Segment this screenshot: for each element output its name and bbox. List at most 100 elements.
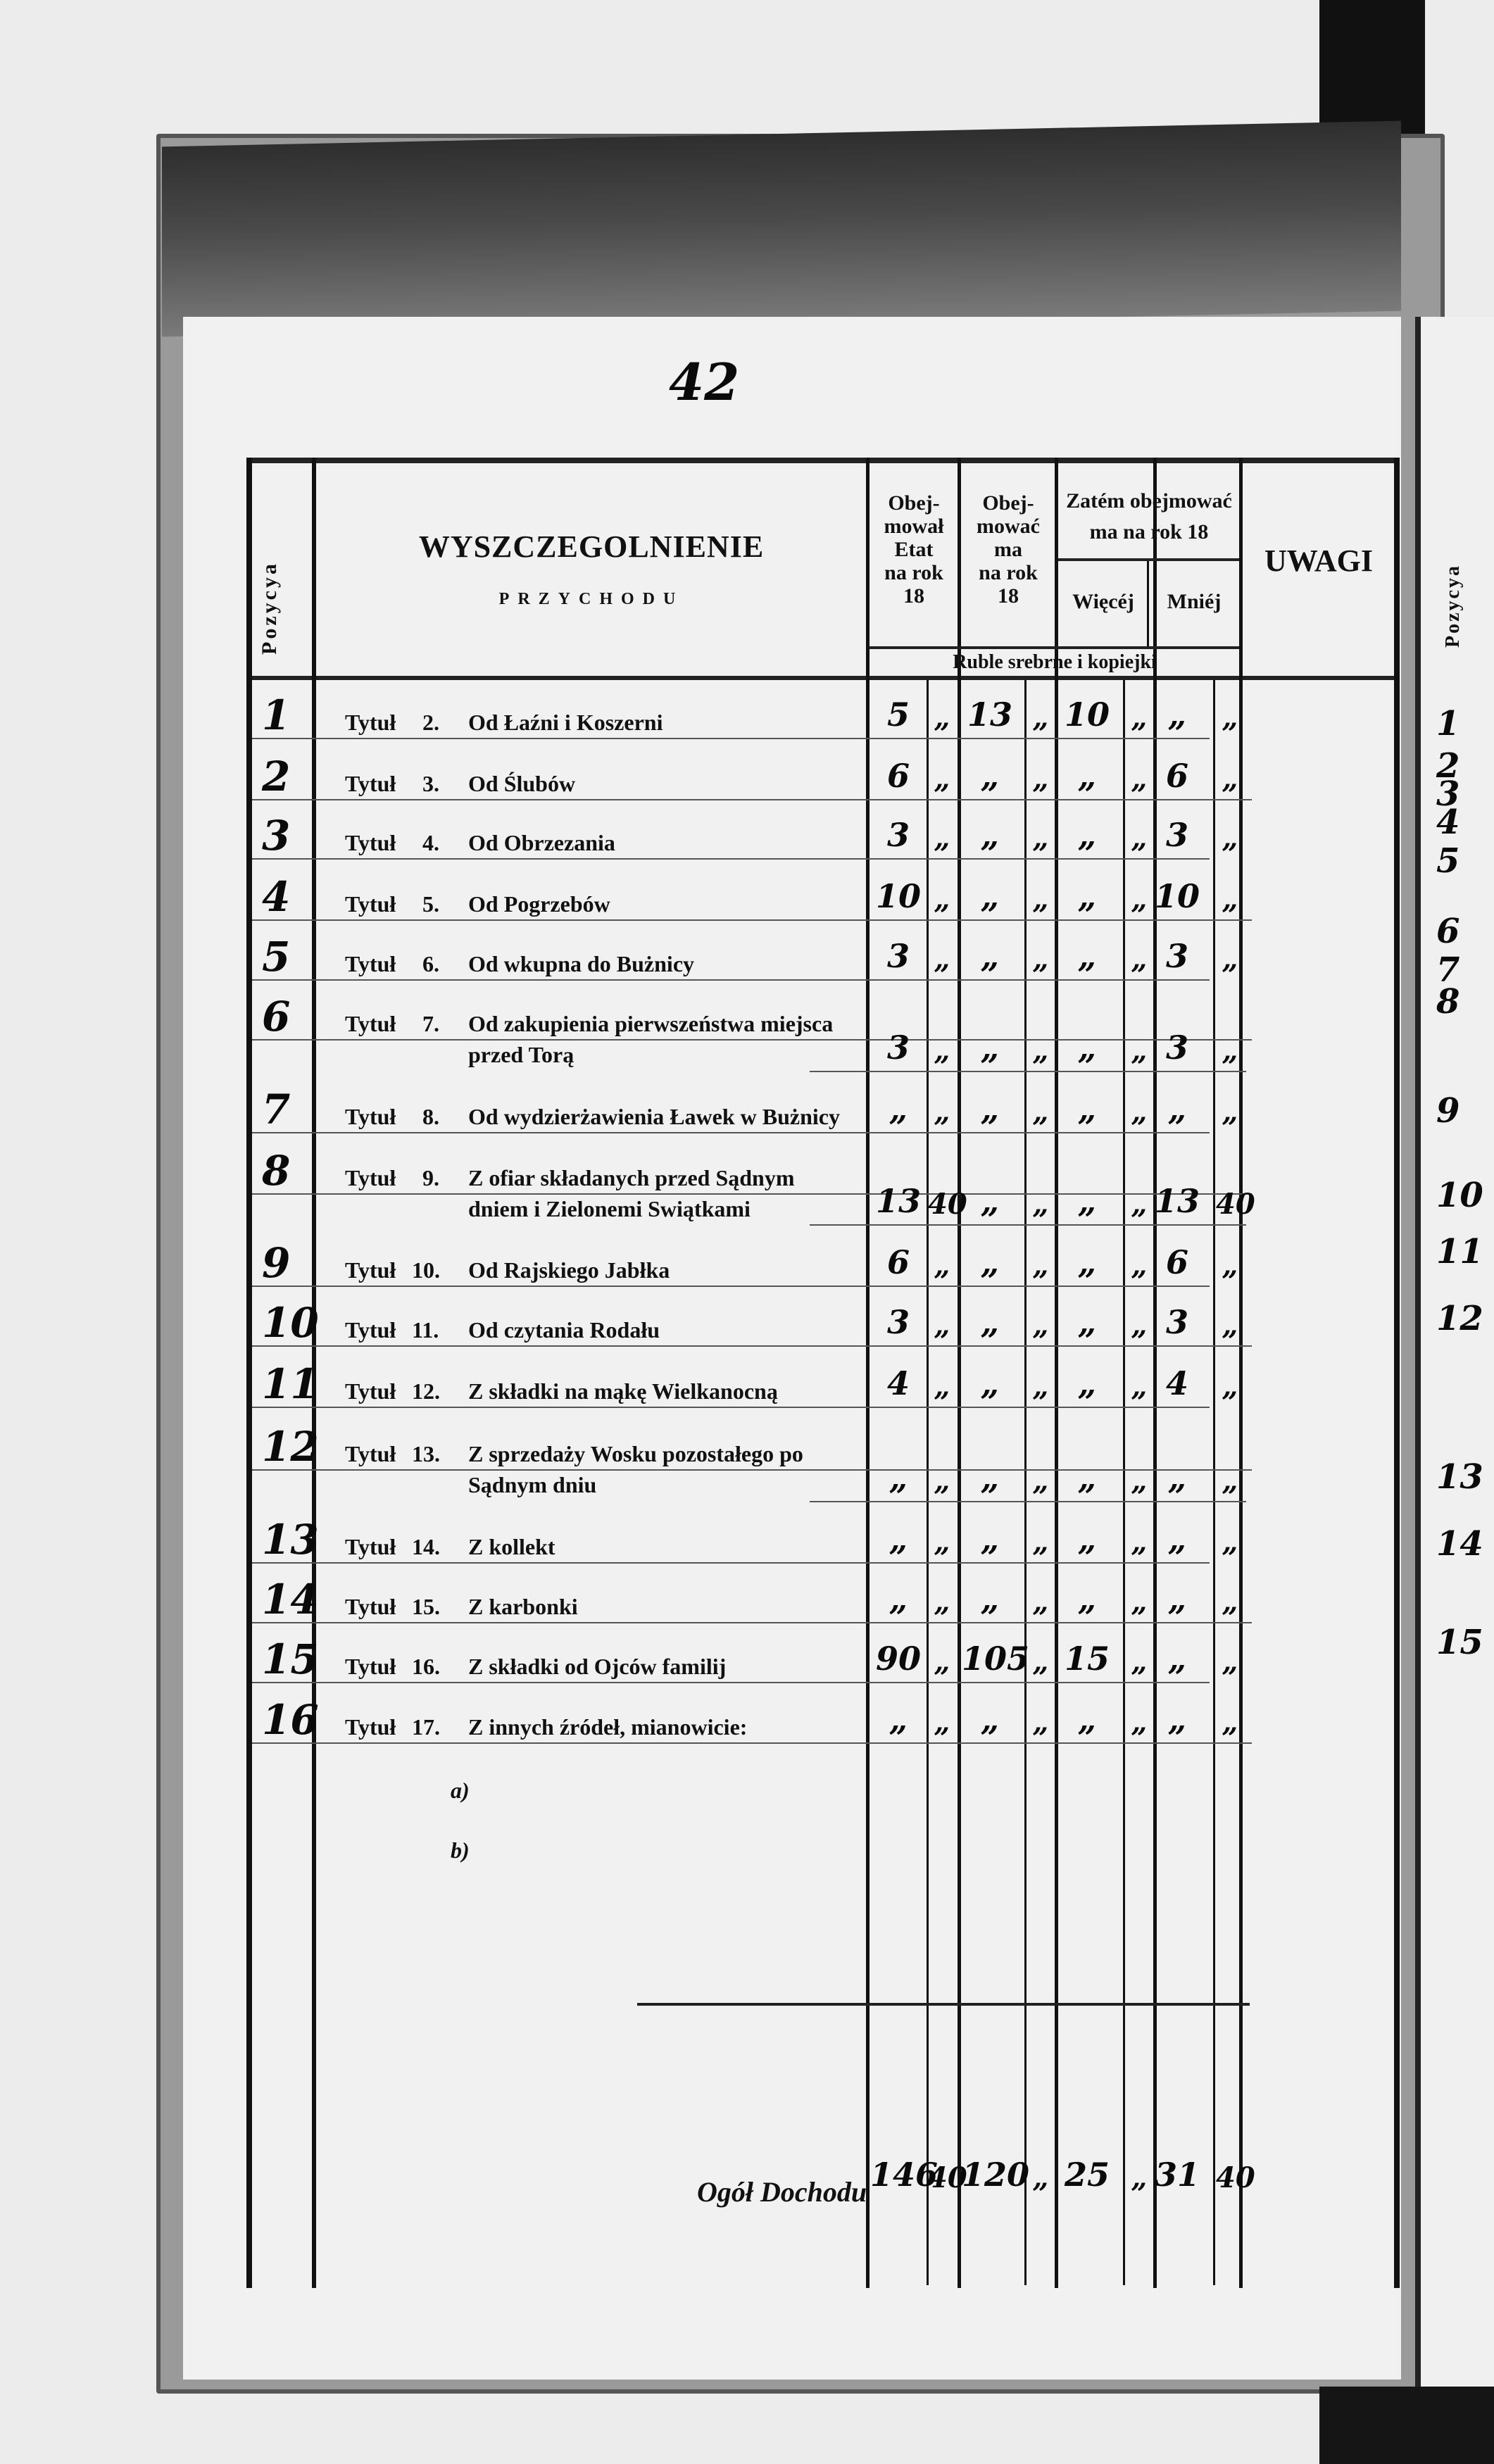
- value-ruble: „: [889, 1580, 908, 1618]
- next-page-position-number: 2: [1436, 746, 1460, 786]
- item-description: Sądnym dniu: [468, 1472, 597, 1497]
- position-number: 15: [262, 1635, 319, 1683]
- position-number: 3: [262, 812, 291, 860]
- title-number: 14.: [412, 1534, 440, 1559]
- position-number: 1: [262, 691, 291, 739]
- value-kopiejki: „: [1131, 822, 1148, 855]
- title-label: Tytuł: [345, 1534, 396, 1559]
- next-page-position-number: 13: [1436, 1457, 1483, 1497]
- title-label: Tytuł: [345, 1011, 396, 1036]
- next-page-position-number: 9: [1436, 1091, 1460, 1131]
- value-kopiejki: „: [1131, 1034, 1148, 1067]
- value-kopiejki: „: [1032, 1188, 1049, 1221]
- value-kopiejki: „: [1032, 1464, 1049, 1497]
- row-rule: [810, 1224, 1246, 1226]
- value-kopiejki: „: [1032, 1370, 1049, 1403]
- value-ruble: „: [1077, 1700, 1097, 1738]
- position-number: 13: [262, 1516, 319, 1564]
- total-kopiejki: 40: [928, 2161, 967, 2194]
- value-kopiejki: „: [1032, 1526, 1049, 1559]
- row-rule: [252, 1345, 1252, 1347]
- value-ruble: 3: [1165, 816, 1188, 854]
- value-kopiejki: „: [934, 1034, 950, 1067]
- value-kopiejki: „: [1131, 1095, 1148, 1129]
- value-ruble: „: [1077, 1364, 1097, 1402]
- value-ruble: 6: [1165, 757, 1188, 795]
- value-kopiejki: 40: [928, 1188, 967, 1221]
- position-number: 11: [262, 1360, 319, 1408]
- next-page-position-number: 10: [1436, 1176, 1483, 1215]
- value-kopiejki: „: [1131, 1309, 1148, 1342]
- value-kopiejki: „: [1032, 822, 1049, 855]
- value-ruble: 10: [1154, 877, 1200, 915]
- value-ruble: „: [980, 1700, 1000, 1738]
- value-ruble: „: [1077, 1243, 1097, 1281]
- value-kopiejki: „: [1032, 762, 1049, 796]
- value-kopiejki: „: [934, 1464, 950, 1497]
- title-label: Tytuł: [345, 1257, 396, 1283]
- position-number: 6: [262, 993, 291, 1041]
- value-kopiejki: „: [934, 883, 950, 916]
- value-ruble: 10: [1064, 696, 1110, 734]
- position-number: 16: [262, 1696, 319, 1744]
- scan-dark-edge-bottom: [1319, 2387, 1494, 2464]
- value-kopiejki: „: [1222, 1309, 1238, 1342]
- row-rule: [252, 1039, 1252, 1041]
- value-ruble: „: [980, 937, 1000, 975]
- position-number: 7: [262, 1086, 291, 1133]
- value-kopiejki: „: [1131, 701, 1148, 734]
- header-col-wiecej: Więcéj: [1072, 590, 1134, 613]
- position-number: 14: [262, 1576, 319, 1623]
- value-ruble: „: [1077, 1303, 1097, 1341]
- position-number: 2: [262, 753, 291, 800]
- next-page-position-number: 15: [1436, 1623, 1483, 1662]
- title-label: Tytuł: [345, 771, 396, 796]
- title-label: Tytuł: [345, 1654, 396, 1679]
- next-page-position-number: 11: [1436, 1232, 1483, 1271]
- value-ruble: „: [1077, 877, 1097, 915]
- header-subtitle: PRZYCHODU: [498, 590, 684, 608]
- next-page-position-number: 1: [1436, 704, 1460, 743]
- next-page-position-number: 5: [1436, 841, 1460, 881]
- value-ruble: „: [1167, 1090, 1187, 1128]
- row-rule: [252, 1132, 1210, 1133]
- value-ruble: „: [980, 1303, 1000, 1341]
- value-ruble: 3: [1165, 1029, 1188, 1067]
- value-kopiejki: „: [1131, 1249, 1148, 1282]
- row-rule: [252, 979, 1210, 981]
- item-description: Od zakupienia pierwszeństwa miejsca: [468, 1011, 834, 1036]
- value-kopiejki: „: [1131, 1526, 1148, 1559]
- value-ruble: „: [1077, 757, 1097, 795]
- next-page-position-number: 7: [1436, 950, 1460, 990]
- value-kopiejki: „: [1131, 762, 1148, 796]
- value-kopiejki: „: [1222, 1464, 1238, 1497]
- header-pozycya: Pozycya: [258, 561, 281, 655]
- value-ruble: 13: [875, 1182, 921, 1220]
- next-page-position-number: 4: [1436, 803, 1460, 842]
- value-kopiejki: „: [1131, 1464, 1148, 1497]
- value-kopiejki: „: [934, 1095, 950, 1129]
- title-label: Tytuł: [345, 891, 396, 917]
- value-ruble: „: [1167, 696, 1187, 734]
- value-ruble: 90: [875, 1640, 921, 1678]
- value-ruble: 105: [962, 1640, 1030, 1678]
- header-col-etat: Obej- mował Etat na rok 18: [884, 491, 944, 608]
- ledger-page: [183, 317, 1401, 2380]
- value-ruble: 3: [886, 1029, 910, 1067]
- value-ruble: „: [980, 1090, 1000, 1128]
- title-number: 4.: [422, 830, 439, 855]
- value-ruble: 3: [886, 937, 910, 975]
- title-number: 10.: [412, 1257, 440, 1283]
- title-label: Tytuł: [345, 830, 396, 855]
- item-description: Od Pogrzebów: [468, 891, 610, 917]
- value-kopiejki: „: [1222, 701, 1238, 734]
- title-number: 6.: [422, 951, 439, 976]
- value-ruble: 4: [1165, 1364, 1188, 1402]
- value-ruble: „: [1077, 816, 1097, 854]
- value-kopiejki: „: [1032, 1645, 1049, 1678]
- item-description: Z kollekt: [468, 1534, 555, 1559]
- value-kopiejki: „: [1131, 883, 1148, 916]
- next-page-pozycya: Pozycya: [1442, 564, 1464, 648]
- value-kopiejki: „: [1222, 1034, 1238, 1067]
- title-number: 13.: [412, 1441, 440, 1466]
